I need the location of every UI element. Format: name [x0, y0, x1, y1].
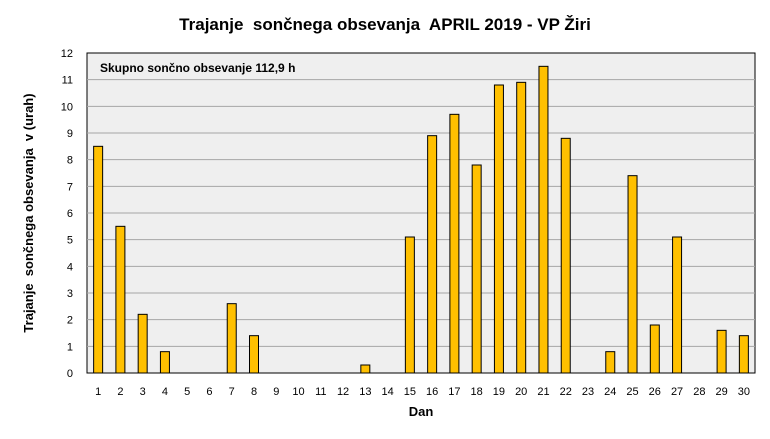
y-tick-label: 11	[62, 75, 73, 87]
y-tick-label: 2	[67, 315, 73, 327]
y-tick-label: 6	[67, 208, 73, 220]
bar-day-26	[649, 324, 660, 374]
bar-day-3	[137, 313, 148, 374]
chart-title: Trajanje sončnega obsevanja APRIL 2019 -…	[179, 15, 591, 34]
y-tick-label: 1	[67, 341, 73, 353]
bar-day-13	[360, 364, 371, 374]
y-tick-label: 4	[67, 261, 73, 273]
bar-day-4	[159, 351, 170, 374]
bar-day-7	[226, 303, 237, 374]
bar-day-27	[672, 236, 683, 374]
y-tick-label: 10	[61, 101, 73, 113]
x-tick-label: 18	[471, 386, 483, 398]
bar-day-15	[404, 236, 415, 374]
x-tick-label: 27	[671, 386, 683, 398]
y-tick-label: 7	[67, 181, 73, 193]
x-tick-label: 3	[140, 386, 146, 398]
x-tick-labels: 1 2 3 4 5 6 7 8 9 10 11 12 13 14 15 16 17 18 19 20 21 22 23 24 2…	[95, 386, 750, 398]
x-tick-label: 5	[184, 386, 190, 398]
x-tick-label: 9	[273, 386, 279, 398]
bar-day-29	[716, 329, 727, 374]
y-tick-label: 9	[67, 128, 73, 140]
x-tick-label: 15	[404, 386, 416, 398]
x-tick-label: 6	[206, 386, 212, 398]
x-tick-label: 30	[738, 386, 750, 398]
x-tick-label: 19	[493, 386, 505, 398]
bar-day-18	[471, 164, 482, 374]
bar-day-17	[449, 113, 460, 374]
x-tick-label: 21	[537, 386, 549, 398]
x-tick-label: 17	[448, 386, 460, 398]
x-tick-label: 2	[117, 386, 123, 398]
total-annotation: Skupno sončno obsevanje 112,9 h	[100, 61, 295, 75]
bars	[93, 65, 749, 374]
x-tick-label: 28	[693, 386, 705, 398]
x-tick-label: 14	[381, 386, 393, 398]
x-tick-label: 16	[426, 386, 438, 398]
x-tick-label: 29	[715, 386, 727, 398]
x-tick-label: 13	[359, 386, 371, 398]
bar-day-1	[93, 145, 104, 374]
bar-day-8	[249, 335, 259, 374]
x-tick-label: 23	[582, 386, 594, 398]
x-tick-label: 1	[95, 386, 101, 398]
y-tick-label: 5	[67, 235, 73, 247]
bar-day-21	[538, 65, 549, 374]
bar-day-30	[738, 335, 749, 374]
y-axis-title: Trajanje sončnega obsevanja v (urah)	[21, 93, 36, 332]
x-tick-label: 10	[292, 386, 304, 398]
x-tick-label: 8	[251, 386, 257, 398]
x-tick-label: 12	[337, 386, 349, 398]
bar-day-25	[627, 175, 638, 374]
gridlines	[87, 79, 755, 347]
x-tick-label: 25	[626, 386, 638, 398]
x-tick-label: 24	[604, 386, 616, 398]
bar-day-24	[605, 351, 616, 374]
y-tick-label: 3	[67, 288, 73, 300]
y-tick-label: 12	[61, 48, 73, 60]
x-axis-title: Dan	[409, 404, 434, 419]
bar-day-22	[560, 137, 571, 374]
x-tick-label: 4	[162, 386, 168, 398]
bar-day-16	[427, 135, 438, 374]
x-tick-label: 11	[315, 386, 326, 398]
y-tick-label: 0	[67, 368, 73, 380]
bar-day-2	[115, 225, 126, 374]
bar-day-20	[516, 81, 527, 374]
x-tick-label: 20	[515, 386, 527, 398]
x-tick-label: 26	[649, 386, 661, 398]
bar-day-19	[493, 84, 504, 374]
x-tick-label: 22	[560, 386, 572, 398]
x-tick-label: 7	[229, 386, 235, 398]
y-tick-label: 8	[67, 155, 73, 167]
